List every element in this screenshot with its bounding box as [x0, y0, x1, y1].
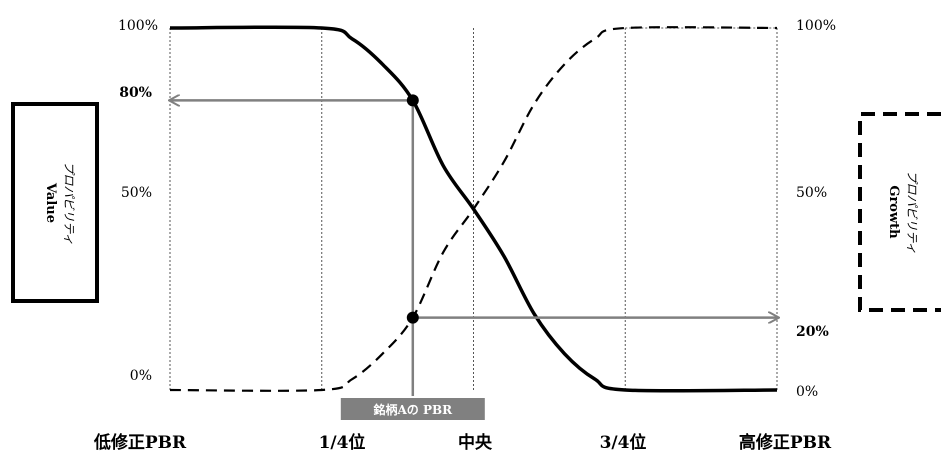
x-label-median: 中央	[458, 432, 493, 453]
left-tick-0: 0%	[130, 368, 152, 384]
left-tick-100: 100%	[118, 18, 158, 34]
stock-a-label: 銘柄Aの PBR	[373, 402, 453, 417]
x-label-third-quartile: 3/4位	[600, 432, 647, 453]
growth-probability-box: Growth プロパビリティ	[858, 112, 941, 312]
right-tick-100: 100%	[796, 18, 836, 34]
growth-box-subtitle: プロパビリティ	[905, 170, 919, 253]
right-tick-50: 50%	[796, 185, 827, 201]
growth-intersection-point	[406, 311, 419, 324]
value-probability-box: Value プロパビリティ	[11, 102, 99, 303]
value-box-title: Value	[43, 182, 58, 223]
right-tick-0: 0%	[796, 384, 818, 400]
growth-box-title: Growth	[886, 185, 901, 239]
growth-curve	[169, 26, 778, 392]
x-label-first-quartile: 1/4位	[319, 432, 366, 453]
x-label-high-pbr: 高修正PBR	[739, 432, 832, 453]
left-tick-50: 50%	[121, 185, 152, 201]
value-intersection-point	[406, 94, 419, 107]
left-tick-80: 80%	[119, 85, 152, 101]
right-tick-20: 20%	[796, 324, 829, 340]
value-box-subtitle: プロパビリティ	[62, 161, 76, 244]
x-label-low-pbr: 低修正PBR	[93, 432, 187, 453]
stock-a-label-box	[340, 398, 485, 420]
